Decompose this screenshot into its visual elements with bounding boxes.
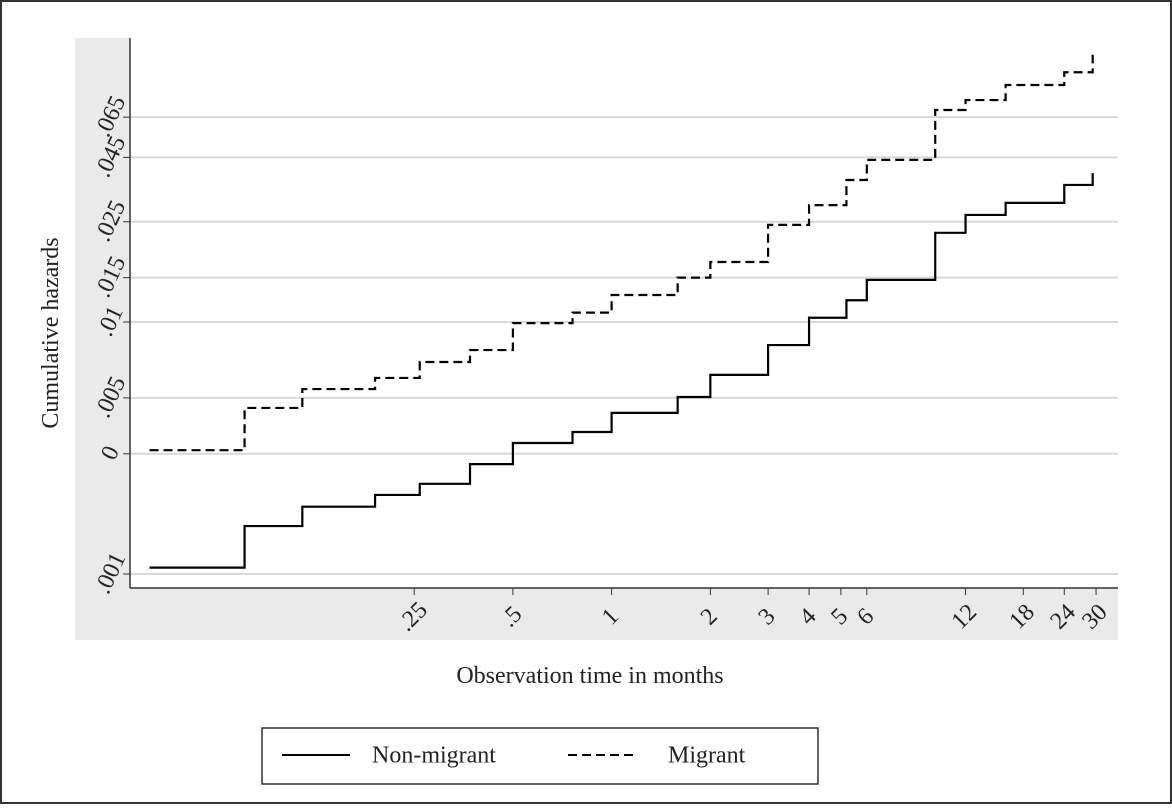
y-axis-label: Cumulative hazards: [38, 237, 64, 428]
plot-region: [130, 38, 1118, 588]
series-line: [149, 54, 1094, 452]
x-axis-label: Observation time in months: [456, 663, 723, 689]
legend-label: Non-migrant: [372, 743, 496, 769]
legend: [261, 727, 819, 785]
legend-label: Migrant: [668, 743, 746, 769]
series-line: [149, 173, 1094, 569]
legend-items: Non-migrant Migrant: [282, 743, 746, 769]
